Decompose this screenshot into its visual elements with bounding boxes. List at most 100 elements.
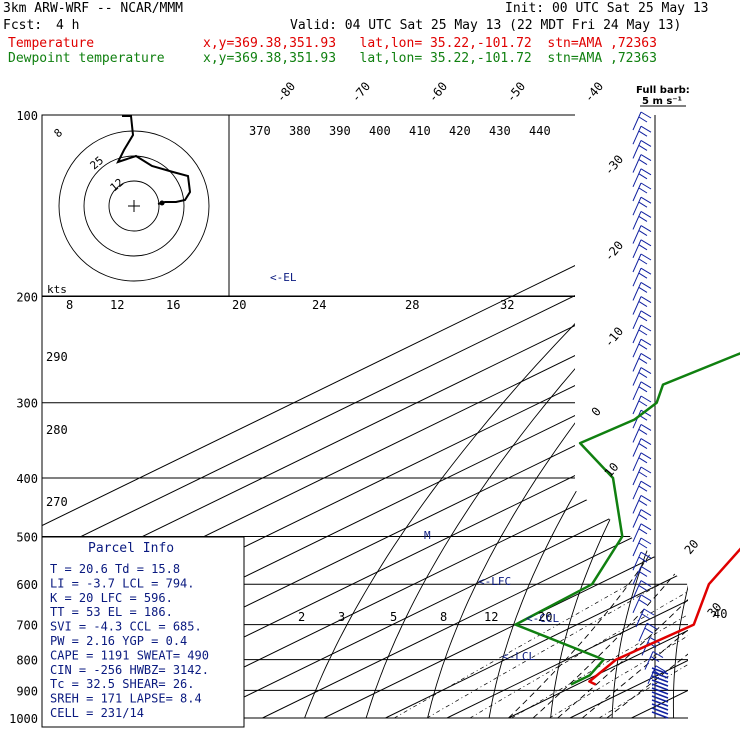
hodo-ring-label: 12 [108,176,127,194]
hodo-ring-label: 25 [88,154,107,172]
mixing-ratio-line [394,583,630,718]
parcel-info-row: TT = 53 EL = 186. [50,605,173,619]
hodo-storm-motion [159,200,165,206]
theta-label: 290 [46,350,68,364]
isotherm-label: -10 [602,324,627,350]
mixing-ratio-label: 20 [538,610,552,624]
series-layer [514,352,740,686]
wind-barb [632,551,652,571]
barb-legend-unit: 5 m s⁻¹ [642,96,682,107]
pressure-label: 1000 [9,712,38,726]
pressure-label: 300 [16,397,38,411]
hodo-ring-label: 8 [52,126,65,140]
init-time: Init: 00 UTC Sat 25 May 13 [505,1,709,16]
wind-barb [651,683,669,691]
wind-barb [651,711,669,719]
frame [41,114,575,718]
wind-barb [632,565,652,585]
theta-label: 390 [329,124,351,138]
wind-barb [632,111,652,131]
isotherm [693,115,740,718]
barb-legend-title: Full barb: [636,85,690,96]
wind-barb [632,452,652,472]
hodo-speed-label: 24 [312,298,326,312]
pressure-label: 500 [16,530,38,544]
pressure-label: 800 [16,654,38,668]
wind-barb [651,667,669,675]
dry-adiabat [427,115,688,718]
forecast-value: 4 h [56,18,80,33]
pressure-label: 100 [16,109,38,123]
marker-ccl: <-CCL [526,612,559,625]
isotherm [200,115,688,718]
moist-adiabat [557,296,688,718]
wind-barb [632,580,652,599]
wind-barb [632,125,652,145]
wind-barb [651,671,669,679]
kts-label: kts [47,283,67,296]
marker-lfc: <-LFC [478,575,511,588]
wind-barb [635,608,655,628]
wind-barb [651,675,669,683]
isotherm [42,115,688,718]
wind-barb [651,699,669,707]
theta-label: 400 [369,124,391,138]
wind-barb [632,267,652,287]
temperature-profile [588,547,740,686]
wind-barb [632,281,652,301]
dry-adiabat [488,115,688,718]
mixing-ratio-line [469,583,688,718]
mixing-ratio-line [426,583,661,718]
wind-barb [651,679,669,687]
hodo-speed-label: 16 [166,298,180,312]
mixing-ratio-label: 12 [484,610,498,624]
wind-barb [632,253,652,273]
theta-label: 370 [249,124,271,138]
mixing-ratio-line [598,583,688,718]
isotherm [385,115,688,718]
hodo-ring [58,130,210,282]
dry-adiabat [611,115,688,718]
mixing-ratio-line [511,583,688,718]
wind-barb [651,703,669,711]
isotherm-label: 20 [682,537,702,557]
wind-barb [632,367,652,386]
wind-barb [632,324,652,344]
isotherm-label: 0 [589,404,604,419]
theta-label: 380 [289,124,311,138]
model-title: 3km ARW-WRF -- NCAR/MMM [3,1,184,16]
parcel-info-rows: T = 20.6 Td = 15.8LI = -3.7 LCL = 794.K … [50,562,209,720]
wind-barb [632,310,652,330]
dry-adiabat [672,115,688,718]
isotherm [446,115,688,718]
wind-barb [638,622,658,642]
marker-m: M [424,529,431,542]
wind-barb [632,196,652,216]
hodo-speed-label: 12 [110,298,124,312]
theta-label: 430 [489,124,511,138]
moist-adiabat [582,296,688,718]
wind-barb [632,537,652,557]
wind-barb [632,182,652,202]
theta-label: 270 [46,495,68,509]
wind-barb [632,225,652,244]
wind-barb [651,687,669,695]
wind-barb [632,423,652,443]
wind-barb [632,154,652,173]
marker-el: <-EL [270,271,297,284]
isotherm [42,115,688,718]
wind-barb [632,139,652,159]
isotherm-label: -60 [426,79,451,105]
dry-adiabat [550,115,688,718]
theta-label: 280 [46,423,68,437]
wind-barb [632,168,652,188]
isotherm-label: -40 [582,79,607,105]
wind-barb [632,480,652,500]
pressure-label: 700 [16,619,38,633]
parcel-info-row: CAPE = 1191 SWEAT= 490 [50,648,209,662]
wind-barb [632,338,652,358]
hodo-speed-label: 32 [500,298,514,312]
mixing-ratio-line [549,583,688,718]
temperature-location-info: x,y=369.38,351.93 lat,lon= 35.22,-101.72… [203,36,657,51]
